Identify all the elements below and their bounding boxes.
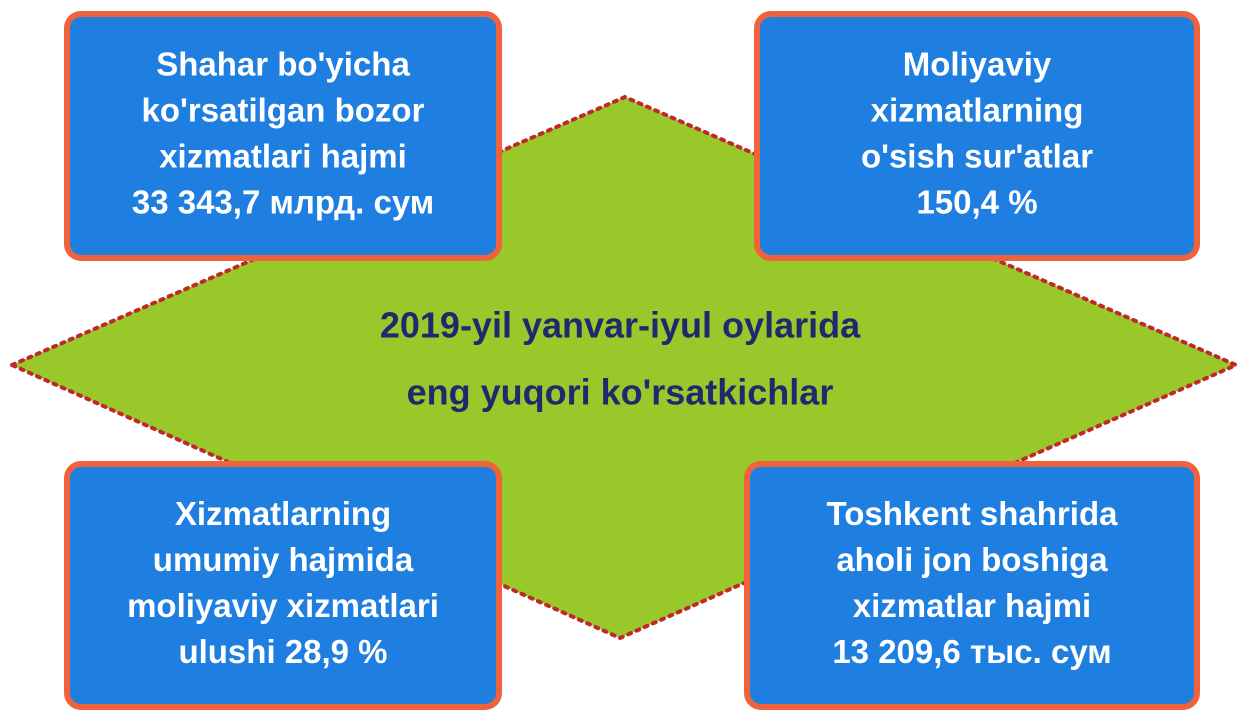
box-line: 13 209,6 тыс. сум [832,633,1111,670]
info-box [64,461,502,710]
box-line: aholi jon boshiga [836,541,1108,578]
box-line: xizmatlarning [871,92,1084,129]
box-line: ulushi 28,9 % [178,633,387,670]
box-line: ko'rsatilgan bozor [142,92,425,129]
box-line: umumiy hajmida [153,541,414,578]
box-line: Shahar bo'yicha [156,46,410,83]
box-line: Moliyaviy [903,46,1052,83]
center-line: eng yuqori ko'rsatkichlar [407,372,834,413]
box-line: xizmatlar hajmi [853,587,1091,624]
box-line: 150,4 % [916,184,1037,221]
box-line: xizmatlari hajmi [159,138,407,175]
box-line: moliyaviy xizmatlari [127,587,439,624]
info-box [744,461,1200,710]
box-line: Toshkent shahrida [827,495,1119,532]
box-line: o'sish sur'atlar [861,138,1093,175]
info-box [754,11,1200,261]
center-line: 2019-yil yanvar-iyul oylarida [380,305,861,346]
box-line: Xizmatlarning [175,495,391,532]
info-box [64,11,502,261]
box-line: 33 343,7 млрд. сум [132,184,434,221]
